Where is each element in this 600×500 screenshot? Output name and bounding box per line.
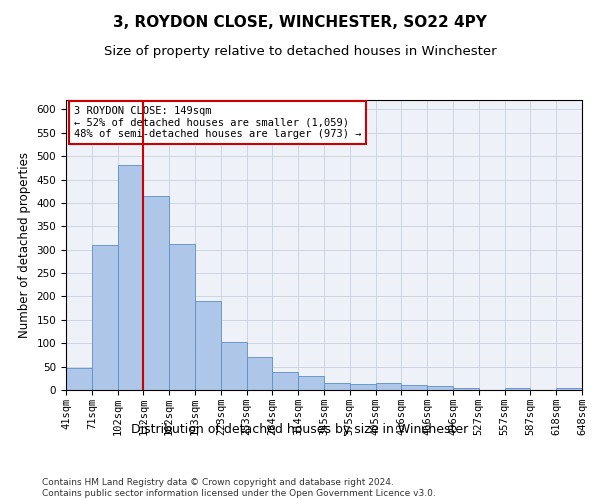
Text: Size of property relative to detached houses in Winchester: Size of property relative to detached ho… (104, 45, 496, 58)
Bar (272, 372, 298, 390)
Bar (247, 358, 272, 390)
Bar (221, 342, 247, 390)
Bar (66, 368, 92, 390)
Bar (118, 166, 143, 390)
Bar (427, 386, 453, 390)
Bar (92, 244, 118, 390)
Text: Contains HM Land Registry data © Crown copyright and database right 2024.
Contai: Contains HM Land Registry data © Crown c… (42, 478, 436, 498)
Bar (350, 384, 376, 390)
Y-axis label: Number of detached properties: Number of detached properties (18, 152, 31, 338)
Bar (195, 301, 221, 390)
Bar (376, 383, 401, 390)
Bar (169, 244, 195, 390)
Text: Distribution of detached houses by size in Winchester: Distribution of detached houses by size … (131, 422, 469, 436)
Bar (556, 388, 582, 390)
Text: 3 ROYDON CLOSE: 149sqm
← 52% of detached houses are smaller (1,059)
48% of semi-: 3 ROYDON CLOSE: 149sqm ← 52% of detached… (74, 106, 361, 139)
Bar (453, 388, 479, 390)
Bar (505, 388, 530, 390)
Bar (324, 384, 350, 390)
Bar (298, 376, 324, 390)
Text: 3, ROYDON CLOSE, WINCHESTER, SO22 4PY: 3, ROYDON CLOSE, WINCHESTER, SO22 4PY (113, 15, 487, 30)
Bar (401, 386, 427, 390)
Bar (143, 196, 169, 390)
